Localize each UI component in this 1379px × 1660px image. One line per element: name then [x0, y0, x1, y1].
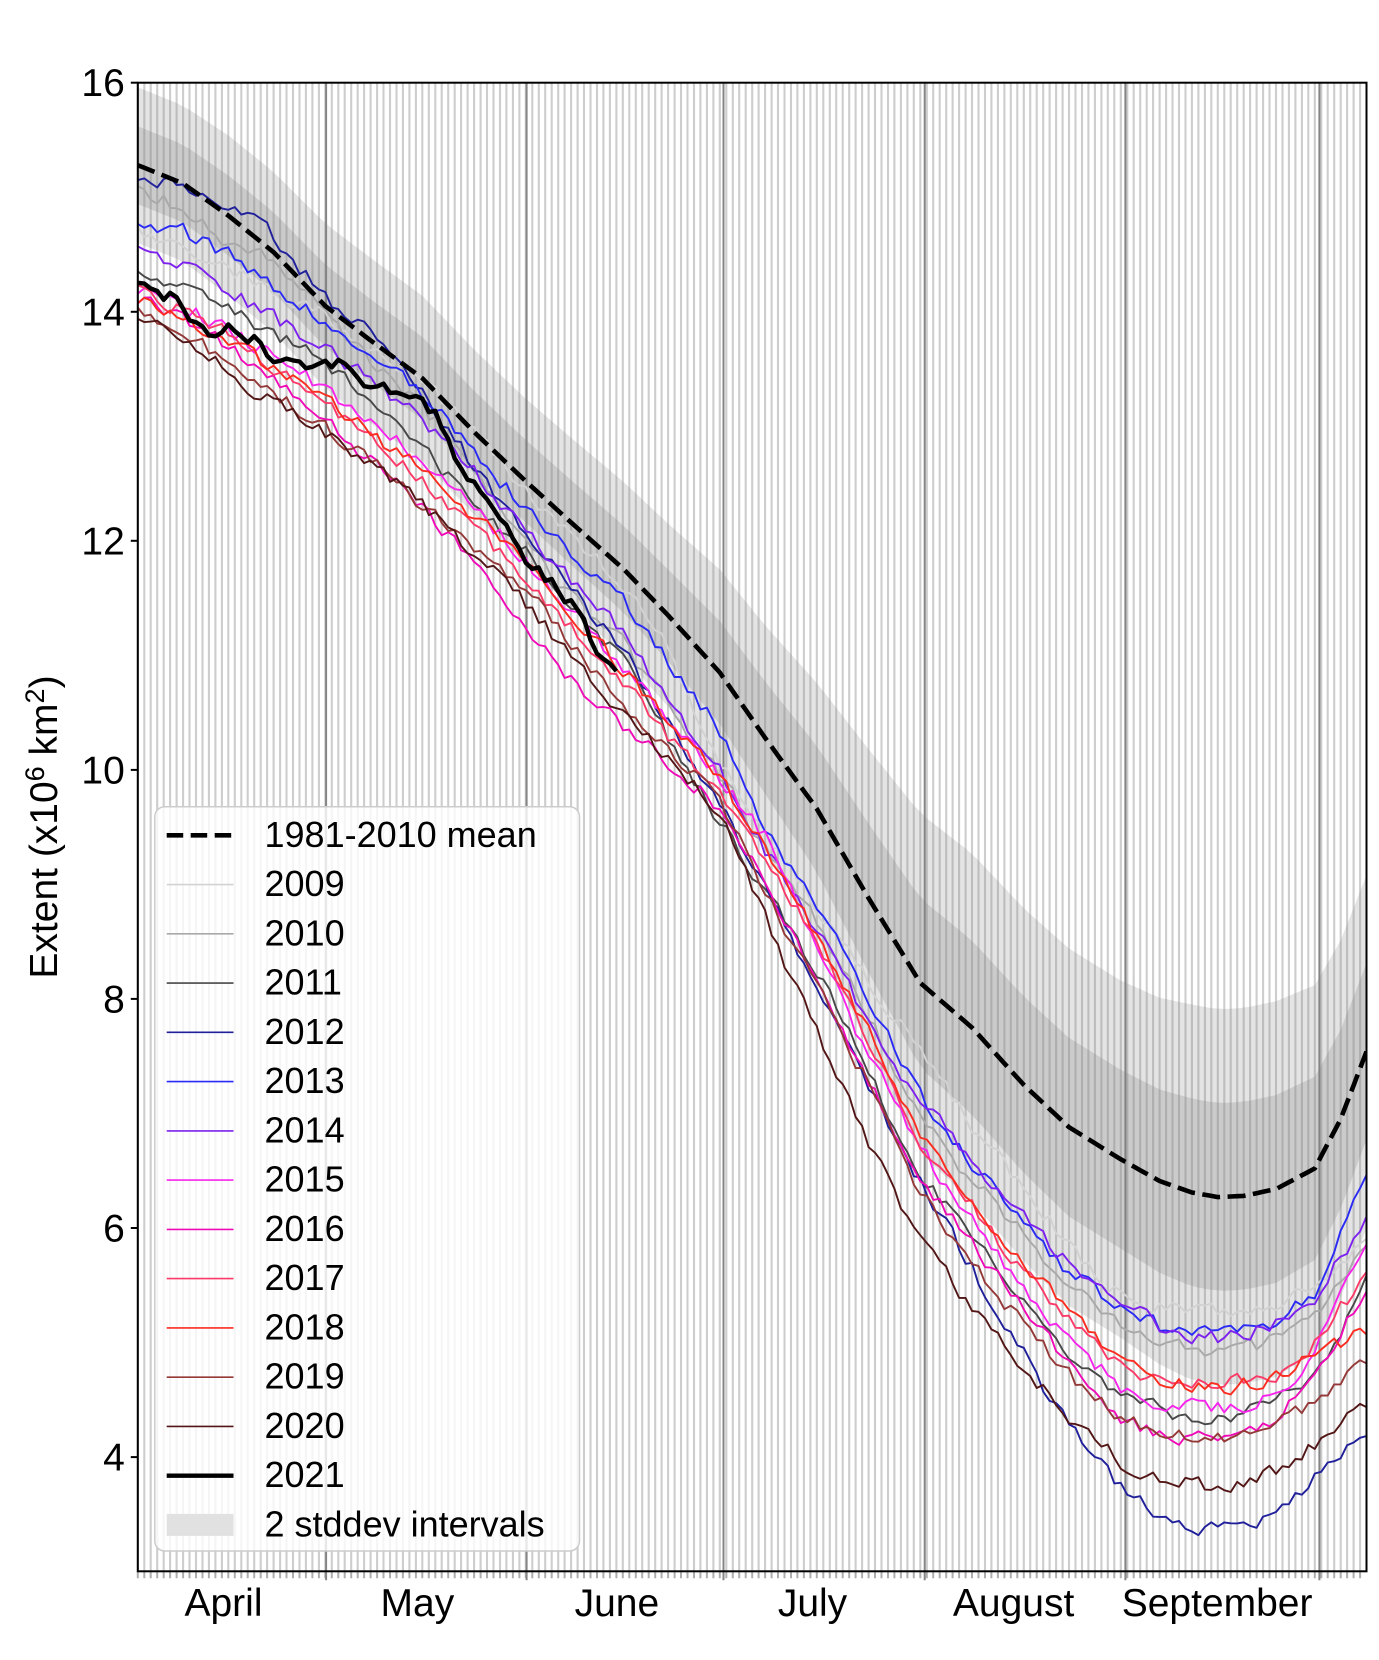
svg-text:16: 16: [81, 62, 124, 105]
svg-text:2011: 2011: [265, 962, 342, 1003]
svg-text:2018: 2018: [265, 1306, 345, 1347]
svg-text:2016: 2016: [265, 1208, 345, 1249]
svg-text:2019: 2019: [265, 1356, 345, 1397]
svg-text:2013: 2013: [265, 1060, 345, 1101]
svg-text:2009: 2009: [265, 863, 345, 904]
svg-text:May: May: [381, 1582, 455, 1625]
svg-text:1981-2010 mean: 1981-2010 mean: [265, 814, 537, 855]
svg-text:June: June: [575, 1582, 660, 1625]
svg-text:14: 14: [81, 291, 124, 334]
svg-text:2021: 2021: [265, 1454, 345, 1495]
svg-text:4: 4: [103, 1437, 125, 1480]
svg-text:2015: 2015: [265, 1159, 345, 1200]
svg-text:2014: 2014: [265, 1109, 345, 1150]
svg-text:10: 10: [81, 749, 124, 792]
svg-text:8: 8: [103, 978, 125, 1021]
svg-text:July: July: [778, 1582, 848, 1625]
svg-text:Extent (x106 km2): Extent (x106 km2): [20, 675, 66, 978]
svg-text:2 stddev intervals: 2 stddev intervals: [265, 1503, 545, 1544]
svg-text:12: 12: [81, 520, 124, 563]
svg-text:September: September: [1122, 1582, 1313, 1625]
svg-text:2010: 2010: [265, 912, 345, 953]
svg-text:6: 6: [103, 1208, 125, 1251]
svg-text:April: April: [184, 1582, 262, 1625]
svg-text:2017: 2017: [265, 1257, 345, 1298]
svg-text:2020: 2020: [265, 1405, 345, 1446]
svg-text:2012: 2012: [265, 1011, 345, 1052]
svg-text:August: August: [953, 1582, 1075, 1625]
